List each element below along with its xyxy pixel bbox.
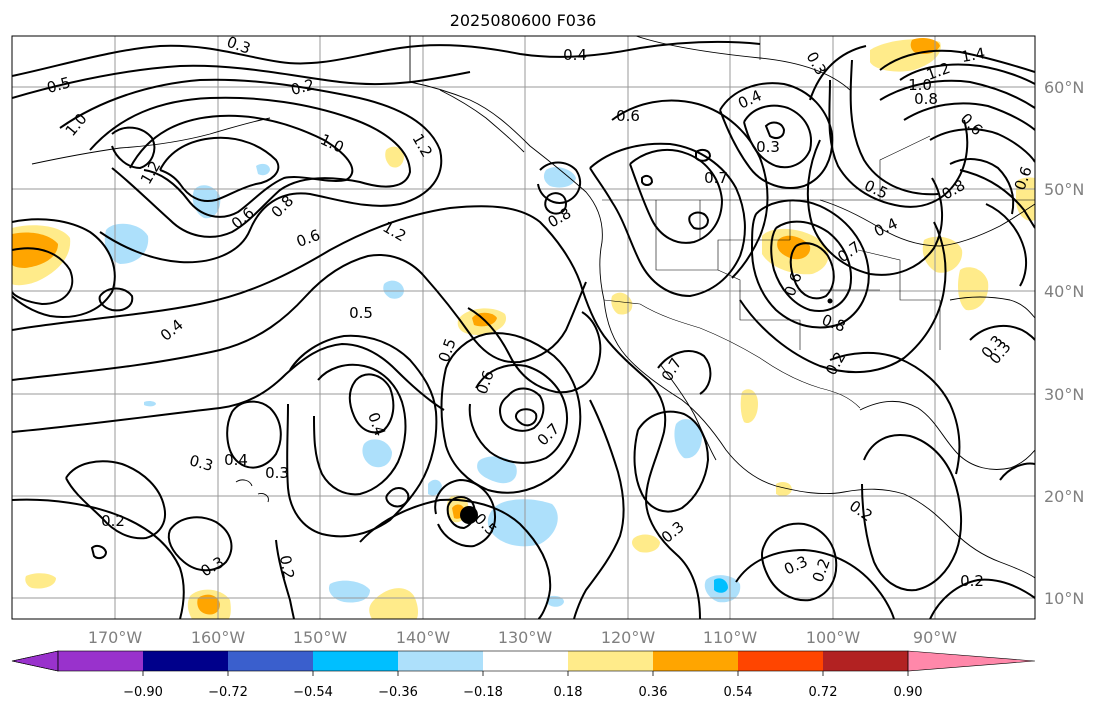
colorbar-tick-label: 0.18	[554, 685, 583, 700]
colorbar-tick-label: −0.36	[378, 685, 418, 700]
colorbar-tick-label: −0.90	[123, 685, 163, 700]
colorbar-segment	[228, 651, 313, 671]
colorbar-segment	[483, 651, 568, 671]
lon-tick-label: 160°W	[191, 628, 246, 647]
colorbar-extension-low	[11, 650, 59, 672]
colorbar-segment	[58, 651, 143, 671]
lon-tick-label: 150°W	[293, 628, 348, 647]
colorbar-tick-label: −0.72	[208, 685, 248, 700]
contour-label: 0.7	[704, 169, 728, 187]
map-panel: 0.3 0.4 0.5 1.0 1.2 1.0 1.2 0.6 0.8 0.6 …	[11, 35, 1036, 620]
figure-title: 2025080600 F036	[450, 11, 597, 30]
contour-label: 1.0	[908, 76, 932, 94]
lon-tick-label: 130°W	[498, 628, 553, 647]
colorbar: −0.90 −0.72 −0.54 −0.36 −0.18 0.18 0.36 …	[11, 650, 1036, 700]
contour-label: 0.2	[289, 75, 317, 99]
lat-tick-label: 20°N	[1044, 487, 1084, 506]
contour-label: 0.6	[616, 107, 640, 125]
colorbar-tick-label: 0.90	[894, 685, 923, 700]
contour-label: 0.4	[224, 451, 248, 469]
contour-label: 0.3	[265, 464, 289, 482]
colorbar-tick-label: −0.18	[463, 685, 503, 700]
contour-lines	[12, 40, 1035, 619]
lat-tick-label: 30°N	[1044, 385, 1084, 404]
lon-tick-label: 170°W	[88, 628, 143, 647]
colorbar-extension-high	[908, 651, 1035, 671]
contour-label: 1.4	[960, 44, 987, 66]
colorbar-segment	[313, 651, 398, 671]
colorbar-segment	[568, 651, 653, 671]
colorbar-segment	[738, 651, 823, 671]
contour-label: 0.2	[101, 512, 125, 530]
contour-label: 0.5	[349, 304, 373, 322]
contour-label: 0.3	[187, 451, 215, 475]
city-marker	[827, 298, 833, 304]
contour-label: 0.5	[45, 73, 73, 97]
contour-label: 0.2	[960, 572, 984, 590]
latitude-ticks: 60°N 50°N 40°N 30°N 20°N 10°N	[1044, 78, 1084, 608]
colorbar-segment	[143, 651, 228, 671]
colorbar-tick-label: −0.54	[293, 685, 333, 700]
contour-label: 0.2	[276, 554, 298, 581]
colorbar-tick-label: 0.36	[639, 685, 668, 700]
lat-tick-label: 60°N	[1044, 78, 1084, 97]
colorbar-segment	[823, 651, 908, 671]
lon-tick-label: 120°W	[601, 628, 656, 647]
contour-labels: 0.3 0.4 0.5 1.0 1.2 1.0 1.2 0.6 0.8 0.6 …	[45, 36, 1035, 590]
lon-tick-label: 90°W	[913, 628, 957, 647]
map-frame	[11, 35, 1036, 620]
colorbar-tick-label: 0.72	[809, 685, 838, 700]
lon-tick-label: 140°W	[396, 628, 451, 647]
lat-tick-label: 50°N	[1044, 180, 1084, 199]
contour-label: 0.3	[756, 138, 780, 156]
contour-label: 0.4	[563, 46, 587, 64]
colorbar-segment	[398, 651, 483, 671]
colorbar-segment	[653, 651, 738, 671]
lon-tick-label: 100°W	[806, 628, 861, 647]
political-borders	[602, 36, 1035, 409]
lat-tick-label: 40°N	[1044, 282, 1084, 301]
longitude-ticks: 170°W 160°W 150°W 140°W 130°W 120°W 110°…	[88, 628, 957, 647]
storm-center-marker	[460, 506, 478, 524]
lon-tick-label: 110°W	[703, 628, 758, 647]
lat-tick-label: 10°N	[1044, 589, 1084, 608]
colorbar-tick-label: 0.54	[724, 685, 753, 700]
contour-label: 0.8	[914, 90, 938, 108]
